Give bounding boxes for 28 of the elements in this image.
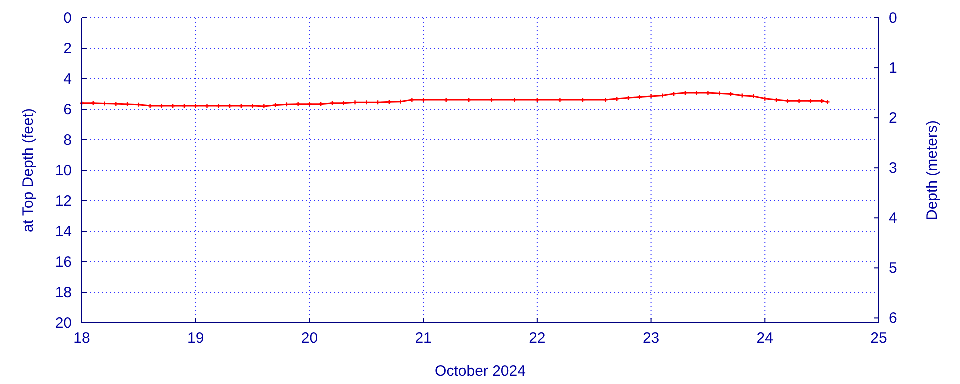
y-tick-label: 0 <box>64 10 72 27</box>
y-axis-title: at Top Depth (feet) <box>20 108 37 232</box>
x-tick-label: 24 <box>756 330 774 347</box>
y2-tick-label: 1 <box>889 60 898 78</box>
x-tick-label: 23 <box>642 330 660 347</box>
y-tick-label: 6 <box>64 102 72 118</box>
y2-axis-title: Depth (meters) <box>924 120 941 221</box>
x-tick-label: 25 <box>870 330 888 347</box>
y-tick-label: 16 <box>55 254 72 271</box>
y2-tick-label: 5 <box>889 260 898 278</box>
y-tick-label: 8 <box>64 132 72 149</box>
y2-tick-label: 2 <box>889 110 898 128</box>
y2-tick-label: 4 <box>889 210 898 228</box>
x-tick-label: 22 <box>529 330 546 347</box>
y2-tick-label: 3 <box>889 160 898 178</box>
y-tick-label: 4 <box>64 71 72 88</box>
y-tick-label: 12 <box>55 193 72 210</box>
y-tick-label: 14 <box>55 224 72 240</box>
x-tick-label: 20 <box>301 330 318 347</box>
y-tick-label: 20 <box>55 315 72 332</box>
x-tick-label: 19 <box>188 330 204 347</box>
y-tick-label: 18 <box>55 284 72 302</box>
y-tick-label: 10 <box>55 162 72 180</box>
y2-tick-label: 0 <box>889 10 898 27</box>
y2-tick-label: 6 <box>889 310 898 328</box>
x-axis-title: October 2024 <box>435 363 526 380</box>
x-tick-label: 21 <box>415 330 432 347</box>
y-tick-label: 2 <box>64 40 72 58</box>
